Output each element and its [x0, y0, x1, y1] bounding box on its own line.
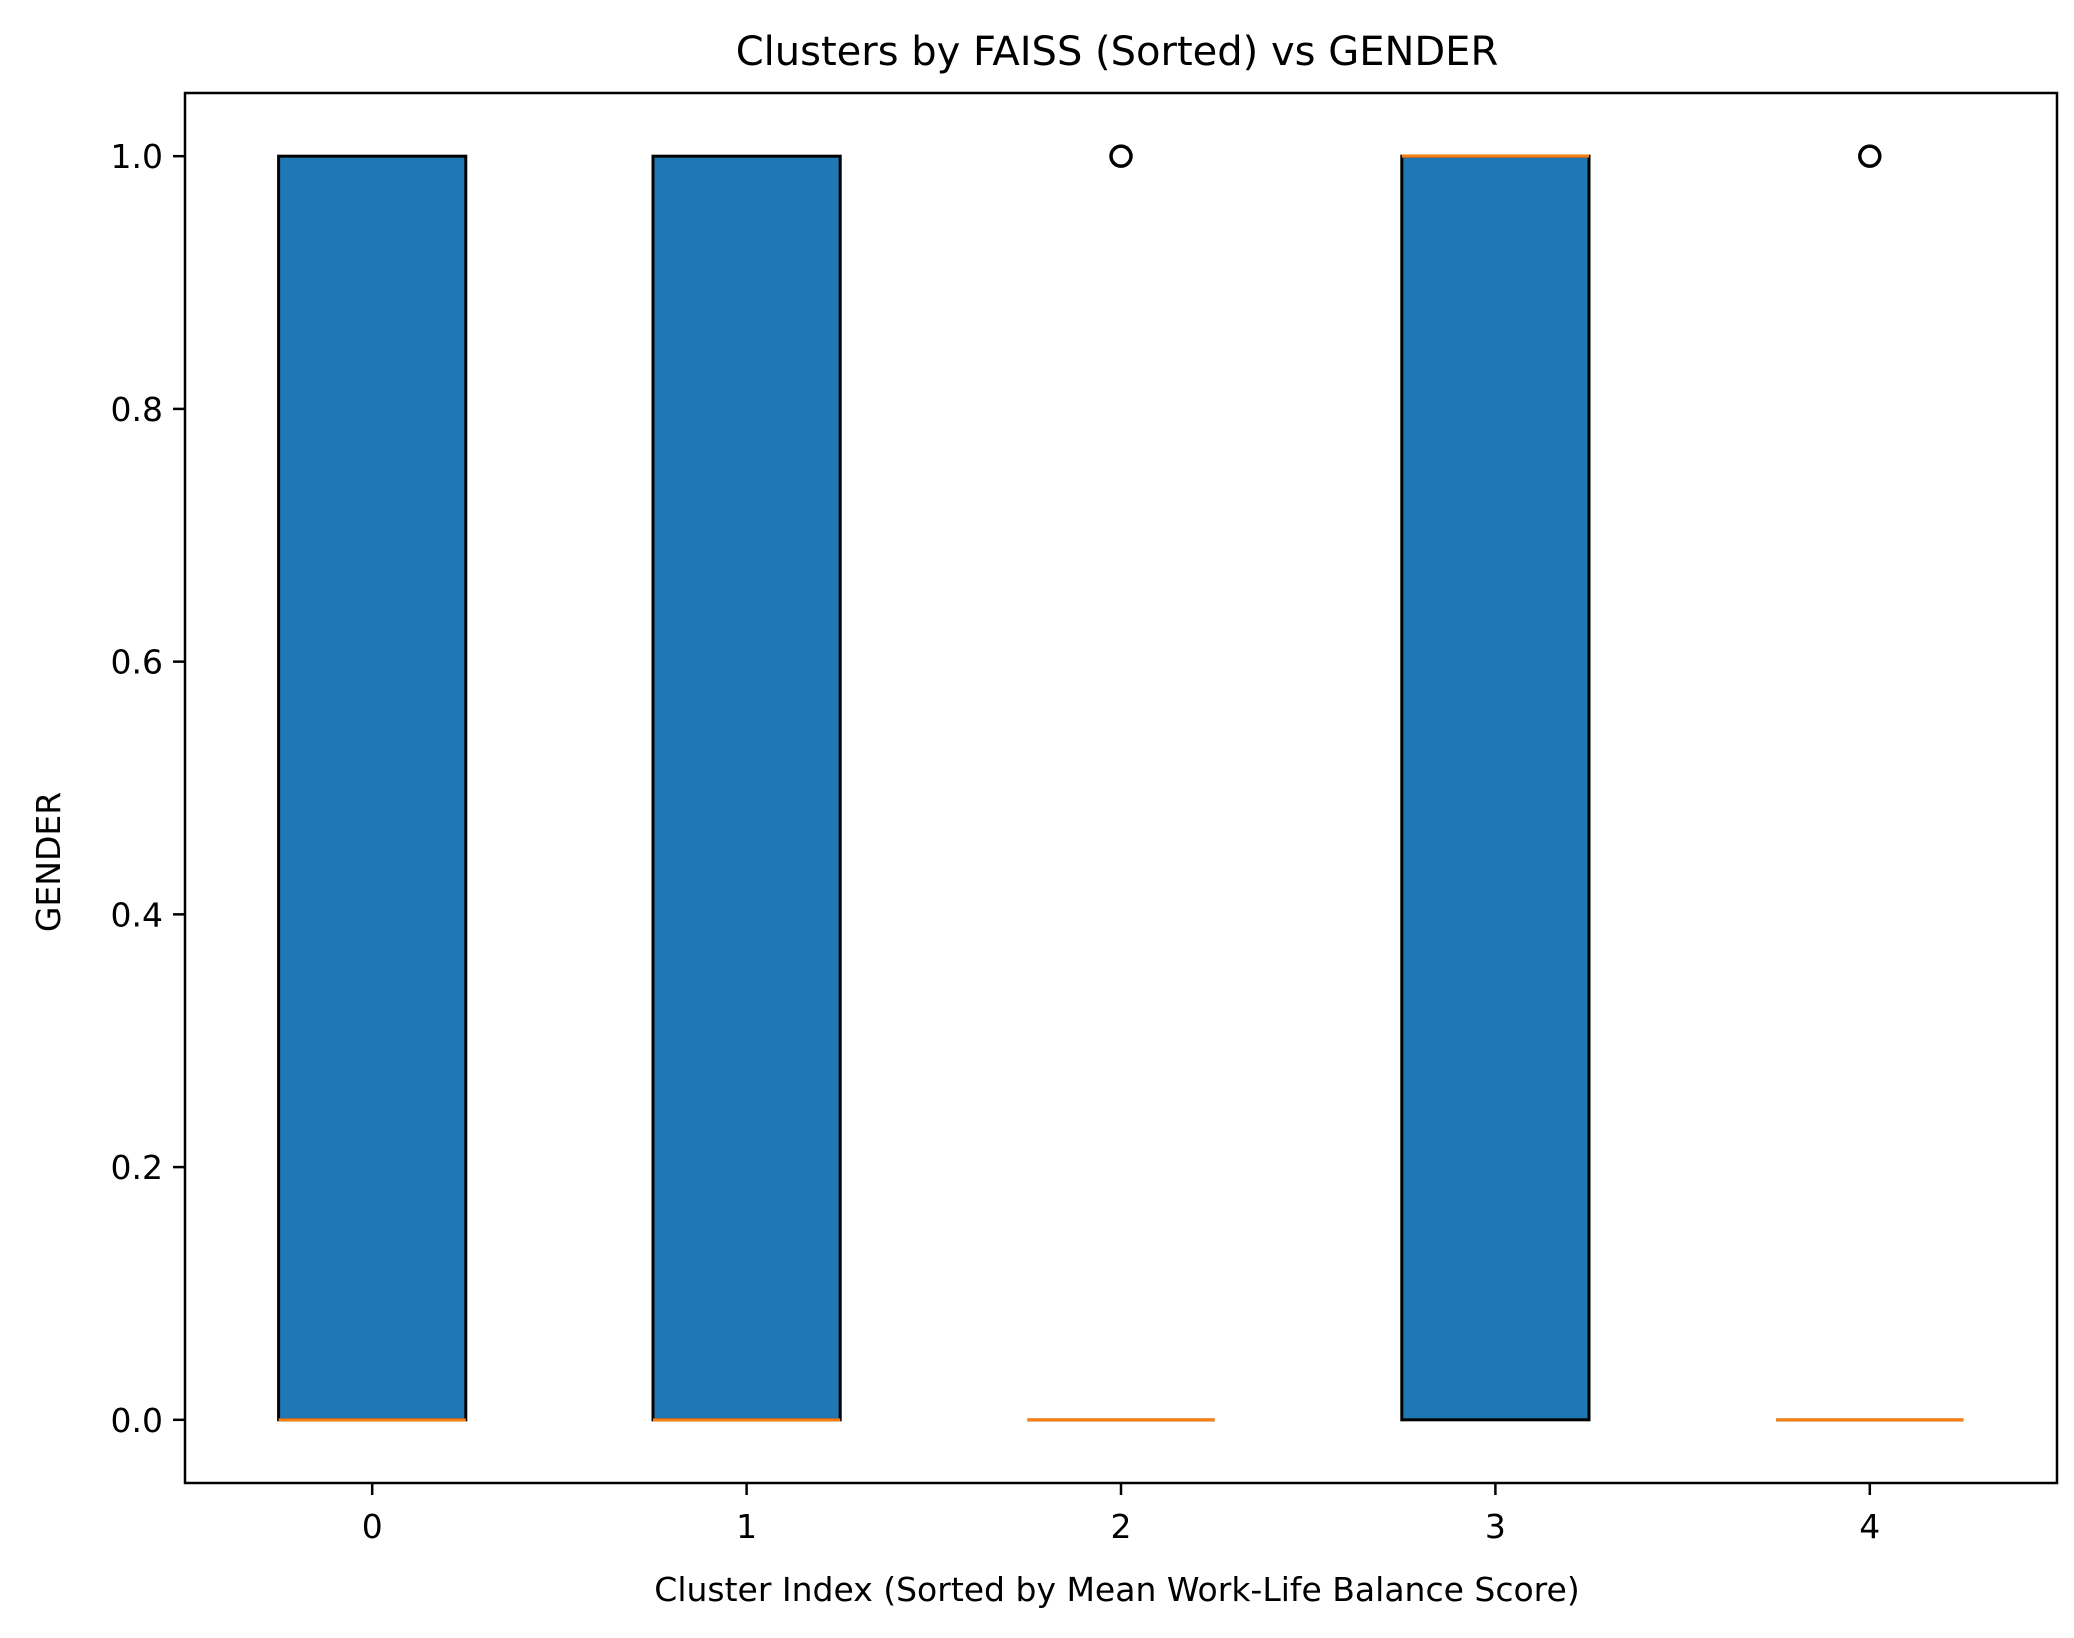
box-0: [277, 154, 468, 1422]
y-tick-label-3: 0.6: [111, 643, 163, 682]
plot-area: 0 1 2 3 4 0.0 0.2 0.4 0.6 0.8 1.0: [111, 91, 2059, 1546]
x-tick-label-4: 4: [1859, 1507, 1880, 1546]
y-tick-label-1: 0.2: [111, 1148, 163, 1187]
x-tick-label-2: 2: [1111, 1507, 1132, 1546]
x-tick-label-0: 0: [362, 1507, 383, 1546]
y-axis-label: GENDER: [29, 792, 68, 932]
outlier-point-4-0: [1858, 144, 1882, 168]
x-tick-label-1: 1: [736, 1507, 757, 1546]
chart-title: Clusters by FAISS (Sorted) vs GENDER: [736, 29, 1499, 75]
y-tick-label-0: 0.0: [111, 1401, 163, 1440]
box-3: [1400, 154, 1591, 1422]
box-1: [651, 154, 842, 1422]
y-tick-label-5: 1.0: [111, 137, 163, 176]
x-axis-label: Cluster Index (Sorted by Mean Work-Life …: [654, 1570, 1579, 1609]
x-tick-label-3: 3: [1485, 1507, 1506, 1546]
outlier-point-2-0: [1109, 144, 1133, 168]
y-tick-label-4: 0.8: [111, 390, 163, 429]
y-tick-label-2: 0.4: [111, 895, 163, 934]
